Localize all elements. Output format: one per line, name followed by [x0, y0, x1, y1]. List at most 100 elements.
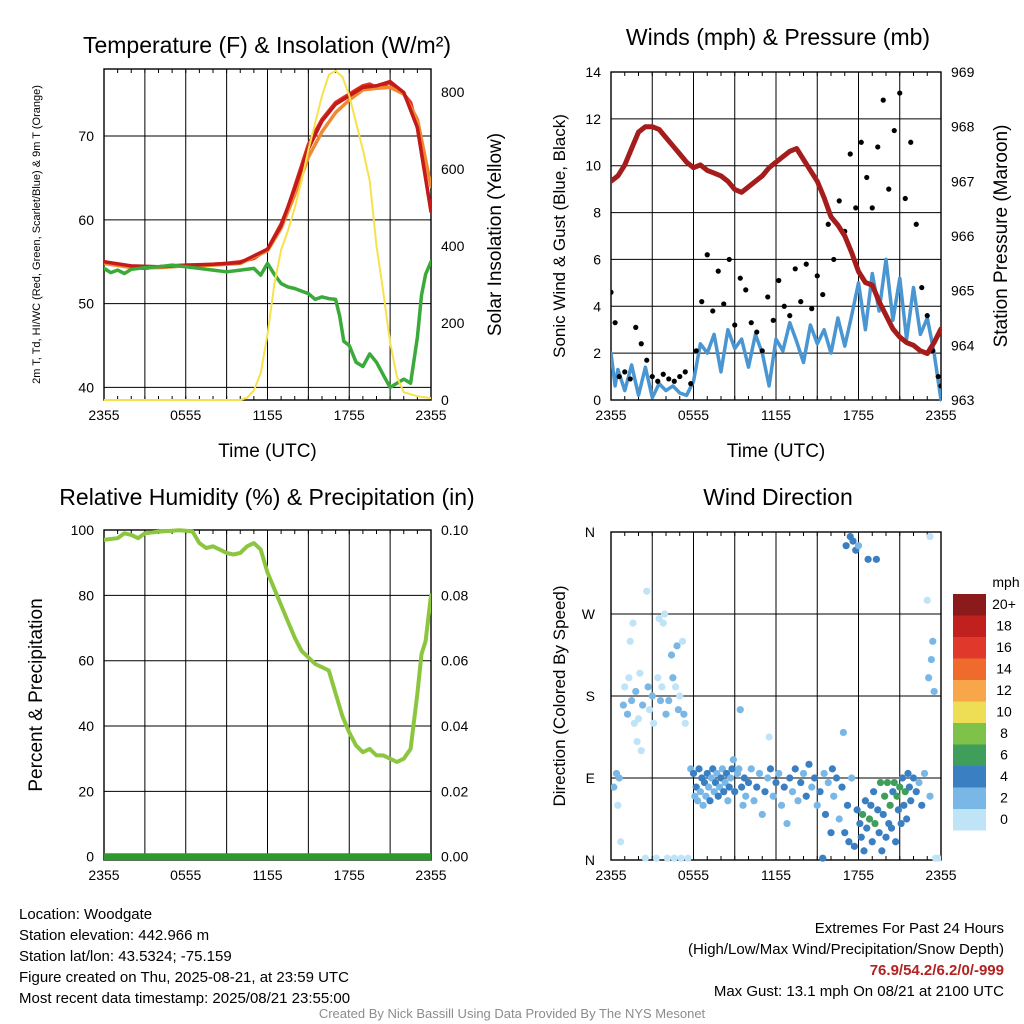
- wind-direction-point: [878, 847, 886, 855]
- wind-direction-point: [904, 769, 912, 778]
- legend-swatch: [953, 658, 986, 680]
- wind-direction-point: [893, 792, 901, 800]
- series-line-sonic-wind: [611, 257, 941, 402]
- series-line-2m-td: [104, 259, 431, 390]
- wind-direction-point: [865, 815, 874, 823]
- gust-point: [853, 205, 859, 211]
- x-axis-label: Time (UTC): [727, 441, 826, 462]
- y2-tick-label: 967: [951, 173, 975, 189]
- gust-point: [622, 369, 628, 375]
- wind-direction-point: [896, 783, 904, 791]
- x-tick-label: 2355: [595, 407, 626, 423]
- y2-tick-label: 966: [951, 228, 975, 244]
- legend-title: mph: [992, 574, 1019, 590]
- gust-point: [759, 348, 765, 354]
- wind-direction-point: [736, 706, 744, 714]
- wind-direction-point: [920, 769, 929, 778]
- legend-label: 16: [996, 639, 1012, 655]
- wind-direction-point: [617, 838, 625, 846]
- wind-direction-point: [713, 769, 721, 778]
- wind-direction-point: [656, 696, 665, 705]
- gust-point: [897, 90, 903, 96]
- wind-direction-point: [832, 774, 841, 782]
- gust-point: [721, 301, 727, 307]
- wind-direction-point: [816, 788, 824, 796]
- x-tick-label: 2355: [595, 867, 626, 883]
- wind-direction-point: [874, 806, 882, 814]
- wind-direction-point: [881, 792, 889, 800]
- y-tick-label: 60: [78, 212, 94, 228]
- wind-direction-point: [907, 797, 915, 805]
- gust-point: [611, 289, 614, 295]
- extremes-info: Extremes For Past 24 Hours (High/Low/Max…: [688, 918, 1004, 1002]
- wind-direction-point: [665, 696, 673, 705]
- legend-swatch: [953, 594, 986, 616]
- wind-direction-point: [927, 655, 935, 664]
- gust-point: [649, 373, 655, 380]
- wind-direction-point: [714, 792, 722, 800]
- wind-direction-point: [766, 765, 775, 773]
- gust-point: [765, 294, 771, 300]
- wind-direction-point: [711, 778, 720, 787]
- wind-direction-point: [669, 674, 677, 682]
- wind-direction-point: [662, 710, 670, 718]
- wind-direction-point: [611, 783, 618, 791]
- gust-point: [809, 306, 815, 312]
- wind-direction-point: [623, 710, 632, 718]
- wind-direction-point: [887, 824, 896, 832]
- gust-point: [644, 357, 650, 363]
- gust-point: [743, 287, 749, 293]
- wind-direction-point: [740, 774, 748, 782]
- wind-direction-point: [875, 829, 883, 837]
- wind-direction-point: [876, 778, 885, 787]
- wind-direction-point: [890, 778, 898, 787]
- wind-direction-point: [761, 788, 769, 796]
- y-tick-label: 8: [593, 205, 601, 221]
- plot-area: [104, 528, 431, 861]
- wind-direction-point: [915, 778, 923, 787]
- gust-point: [726, 256, 732, 263]
- wind-direction-point: [929, 637, 937, 645]
- wind-direction-point: [861, 797, 869, 805]
- gust-point: [913, 221, 919, 227]
- wind-direction-point: [677, 854, 685, 862]
- x-tick-label: 2355: [415, 407, 446, 423]
- wind-direction-point: [909, 774, 918, 782]
- chart-title: Winds (mph) & Pressure (mb): [626, 24, 930, 50]
- wind-direction-point: [860, 847, 868, 855]
- y-axis-label: Direction (Colored By Speed): [550, 585, 569, 806]
- wind-direction-point: [699, 801, 707, 809]
- wind-direction-point: [810, 774, 819, 782]
- y-tick-label: 4: [593, 298, 601, 314]
- extremes-values: 76.9/54.2/6.2/0/-999: [869, 962, 1004, 979]
- legend-label: 18: [996, 618, 1012, 634]
- wind-direction-point: [788, 788, 797, 796]
- gust-point: [616, 373, 622, 380]
- wind-direction-point: [871, 819, 879, 828]
- x-tick-label: 2355: [415, 867, 446, 883]
- x-tick-label: 1155: [761, 407, 791, 423]
- gust-point: [924, 313, 930, 319]
- legend-label: 20+: [992, 596, 1016, 612]
- y2-tick-label: 600: [441, 161, 465, 177]
- gust-point: [715, 268, 721, 274]
- gust-point: [938, 383, 941, 389]
- wind-direction-point: [926, 532, 934, 541]
- wind-direction-point: [747, 765, 755, 773]
- wind-direction-point: [729, 756, 737, 764]
- plot-area: [611, 90, 941, 402]
- gust-point: [792, 266, 798, 272]
- legend-swatch: [953, 637, 986, 659]
- wind-direction-point: [813, 801, 821, 809]
- wind-direction-point: [619, 701, 627, 709]
- wind-direction-point: [614, 801, 622, 809]
- legend-swatch: [953, 744, 986, 766]
- wind-direction-point: [750, 797, 758, 805]
- y2-tick-label: 963: [951, 392, 975, 408]
- x-tick-label: 2355: [88, 407, 119, 423]
- legend-label: 4: [1000, 768, 1008, 784]
- wind-direction-point: [802, 792, 810, 800]
- wind-direction-point: [821, 810, 830, 819]
- wind-direction-point: [819, 854, 827, 862]
